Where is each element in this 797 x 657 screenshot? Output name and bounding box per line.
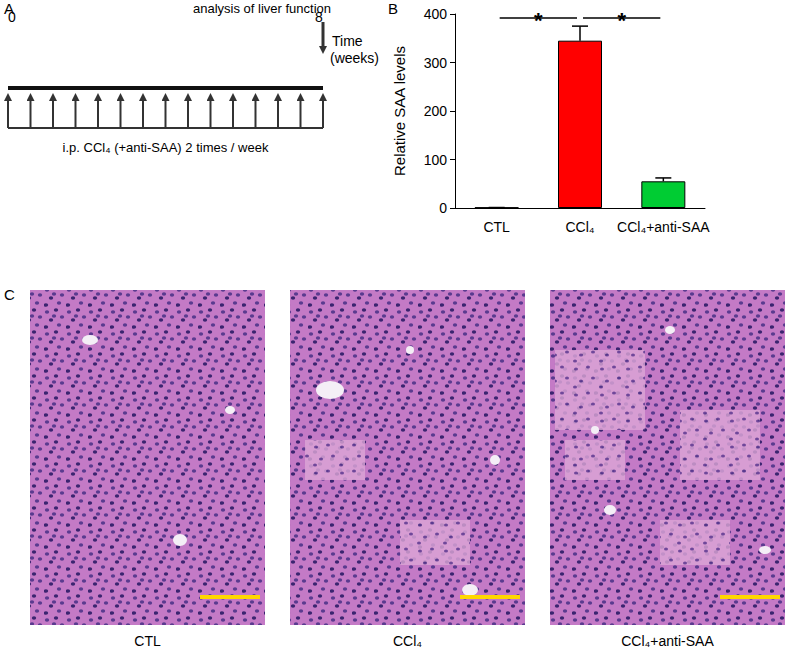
svg-text:CCl₄+anti-SAA: CCl₄+anti-SAA xyxy=(621,633,714,649)
svg-text:analysis of liver function: analysis of liver function xyxy=(193,1,331,16)
svg-text:Relative SAA levels: Relative SAA levels xyxy=(391,46,408,176)
svg-text:*: * xyxy=(534,8,543,33)
svg-text:(weeks): (weeks) xyxy=(330,50,379,66)
svg-text:A: A xyxy=(4,0,14,17)
svg-text:CTL: CTL xyxy=(134,633,161,649)
svg-text:8: 8 xyxy=(315,9,323,25)
svg-text:C: C xyxy=(4,286,15,303)
svg-text:B: B xyxy=(388,0,398,17)
svg-text:CCl₄: CCl₄ xyxy=(565,219,594,235)
svg-text:*: * xyxy=(617,8,626,33)
svg-text:0: 0 xyxy=(439,200,447,216)
svg-text:i.p. CCl₄ (+anti-SAA) 2 times: i.p. CCl₄ (+anti-SAA) 2 times / week xyxy=(63,140,269,155)
svg-text:CCl₄+anti-SAA: CCl₄+anti-SAA xyxy=(617,219,710,235)
svg-text:100: 100 xyxy=(424,152,448,168)
svg-text:0: 0 xyxy=(8,9,16,25)
svg-text:400: 400 xyxy=(424,6,448,22)
svg-text:CCl₄: CCl₄ xyxy=(393,633,422,649)
svg-text:Time: Time xyxy=(332,33,363,49)
svg-text:300: 300 xyxy=(424,55,448,71)
svg-text:200: 200 xyxy=(424,103,448,119)
svg-text:CTL: CTL xyxy=(483,219,510,235)
